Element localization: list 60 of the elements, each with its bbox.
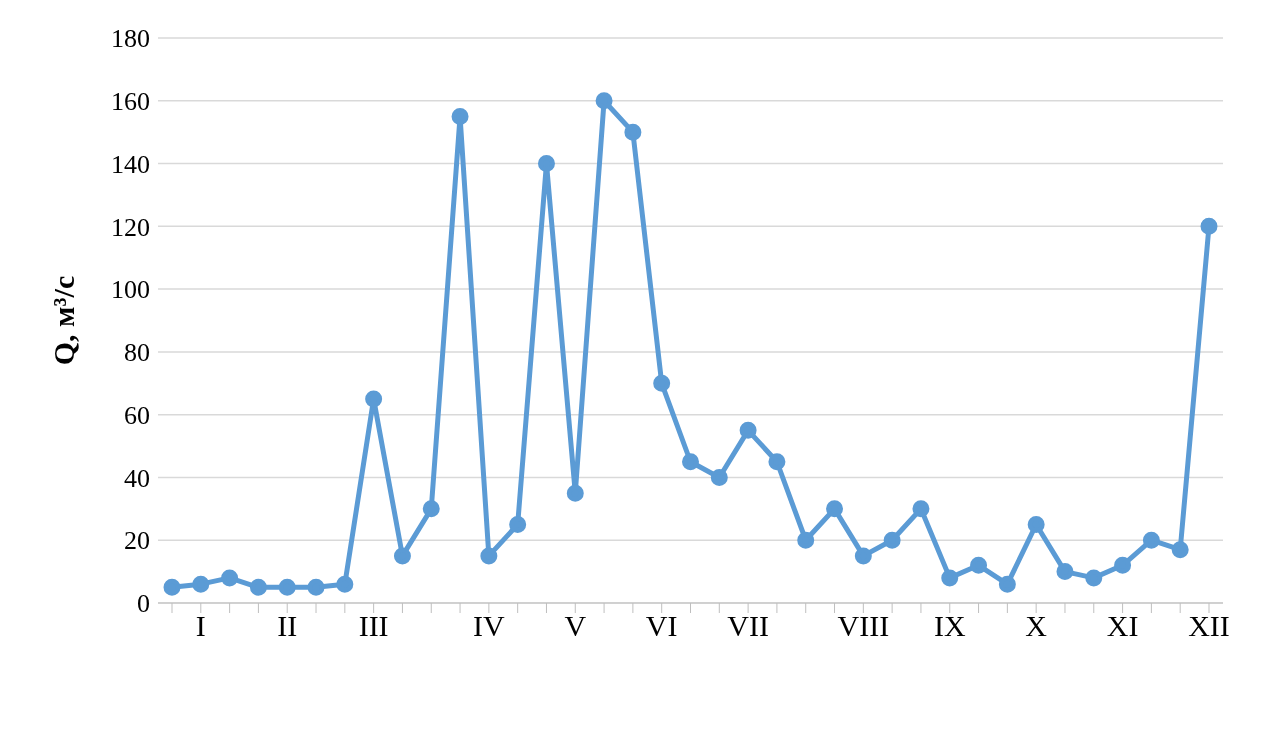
x-tick-label: X	[1025, 609, 1048, 643]
point	[826, 500, 844, 518]
y-axis-title: Q, м³/с	[46, 275, 80, 366]
point	[1200, 217, 1218, 235]
point	[451, 107, 469, 125]
x-tick-label: V	[564, 609, 587, 643]
point	[249, 578, 267, 596]
y-tick-label: 20	[124, 526, 150, 556]
x-tick-label: III	[358, 609, 389, 643]
point	[422, 500, 440, 518]
point	[797, 531, 815, 549]
point	[998, 575, 1016, 593]
y-tick-label: 0	[137, 589, 150, 619]
x-tick-label: XI	[1106, 609, 1139, 643]
x-tick-label: IV	[473, 609, 506, 643]
x-tick-label: VI	[645, 609, 678, 643]
point	[912, 500, 930, 518]
y-tick-label: 80	[124, 338, 150, 368]
point	[480, 547, 498, 565]
point	[336, 575, 354, 593]
point	[1114, 556, 1132, 574]
x-tick-label: VII	[727, 609, 769, 643]
y-tick-label: 140	[111, 149, 150, 179]
point	[682, 453, 699, 471]
x-tick-label: II	[277, 609, 298, 643]
point	[854, 547, 872, 565]
point	[1027, 516, 1045, 534]
point	[509, 516, 527, 534]
y-tick-label: 160	[111, 87, 150, 117]
point	[1142, 531, 1160, 549]
y-tick-label: 120	[111, 212, 150, 242]
point	[221, 569, 239, 587]
point	[1171, 541, 1189, 559]
y-tick-label: 60	[124, 400, 150, 430]
point	[307, 578, 325, 596]
point	[192, 575, 210, 593]
point	[365, 390, 383, 408]
point	[883, 531, 901, 549]
point	[278, 578, 296, 596]
y-tick-label: 40	[124, 463, 150, 493]
point	[970, 556, 988, 574]
point	[768, 453, 786, 471]
point	[739, 421, 757, 439]
point	[624, 123, 642, 141]
x-tick-label: IX	[933, 609, 966, 643]
x-tick-label: I	[195, 609, 206, 643]
x-tick-label: XII	[1188, 609, 1230, 643]
point	[1056, 563, 1074, 581]
point	[566, 484, 584, 502]
point	[710, 468, 728, 486]
point	[653, 374, 671, 392]
point	[941, 569, 959, 587]
y-tick-label: 180	[111, 24, 150, 54]
point	[595, 92, 613, 110]
point	[1085, 569, 1103, 587]
point	[393, 547, 411, 565]
y-tick-label: 100	[111, 275, 150, 305]
point	[163, 578, 181, 596]
point	[537, 155, 555, 173]
x-tick-label: VIII	[837, 609, 890, 643]
